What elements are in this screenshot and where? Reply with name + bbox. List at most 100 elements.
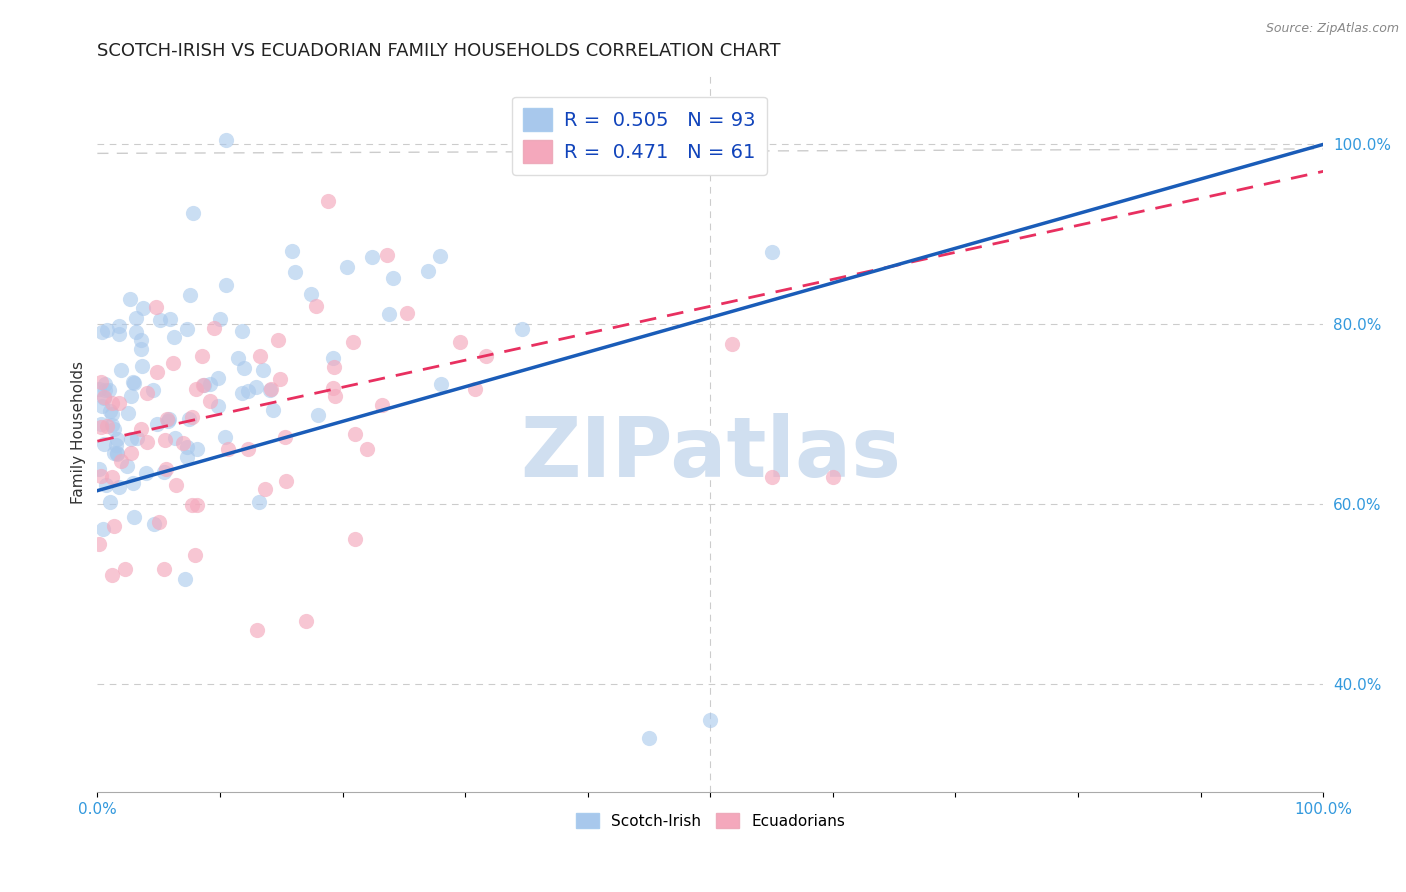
Ecuadorians [90, 375, 112, 389]
Legend: Scotch-Irish, Ecuadorians: Scotch-Irish, Ecuadorians [569, 806, 851, 835]
Ecuadorians [323, 359, 346, 374]
Scotch-Irish [381, 270, 404, 285]
Ecuadorians [110, 454, 132, 468]
Scotch-Irish [108, 480, 131, 494]
Scotch-Irish [149, 312, 172, 326]
Scotch-Irish [416, 263, 439, 277]
Ecuadorians [153, 434, 176, 448]
Scotch-Irish [93, 437, 115, 451]
Ecuadorians [155, 462, 177, 476]
Ecuadorians [395, 306, 418, 320]
Ecuadorians [181, 410, 204, 425]
Ecuadorians [274, 474, 297, 488]
Scotch-Irish [299, 287, 322, 301]
Scotch-Irish [91, 522, 114, 536]
Scotch-Irish [157, 414, 180, 428]
Scotch-Irish [120, 432, 142, 446]
Ecuadorians [474, 350, 496, 364]
Scotch-Irish [238, 384, 260, 399]
Scotch-Irish [378, 308, 401, 322]
Ecuadorians [344, 532, 367, 546]
Scotch-Irish [108, 326, 131, 341]
Scotch-Irish [98, 495, 121, 509]
Scotch-Irish [122, 475, 145, 490]
Ecuadorians [165, 477, 187, 491]
Ecuadorians [100, 396, 122, 410]
Scotch-Irish [94, 376, 117, 391]
Ecuadorians [172, 436, 194, 450]
Ecuadorians [323, 389, 346, 403]
Scotch-Irish [429, 250, 451, 264]
Ecuadorians [181, 498, 204, 512]
Ecuadorians [90, 468, 112, 483]
Scotch-Irish [103, 422, 125, 436]
Ecuadorians [131, 422, 153, 436]
Scotch-Irish [142, 383, 165, 397]
Ecuadorians [316, 194, 339, 208]
Scotch-Irish [208, 311, 231, 326]
Scotch-Irish [131, 359, 153, 373]
Scotch-Irish [146, 417, 169, 431]
Scotch-Irish [215, 132, 238, 146]
Ecuadorians [343, 427, 366, 442]
Scotch-Irish [125, 311, 148, 326]
Scotch-Irish [307, 408, 329, 422]
Scotch-Irish [512, 322, 534, 336]
Scotch-Irish [284, 265, 307, 279]
Scotch-Irish [245, 380, 267, 394]
Ecuadorians [156, 412, 179, 426]
Scotch-Irish [207, 399, 229, 413]
Scotch-Irish [176, 322, 198, 336]
Scotch-Irish [231, 324, 253, 338]
Y-axis label: Family Households: Family Households [72, 360, 86, 504]
Scotch-Irish [200, 376, 222, 391]
Ecuadorians [93, 390, 115, 404]
Scotch-Irish [135, 466, 157, 480]
Ecuadorians [202, 320, 225, 334]
Ecuadorians [101, 567, 124, 582]
Ecuadorians [96, 419, 118, 434]
Ecuadorians [136, 434, 159, 449]
Scotch-Irish [122, 376, 145, 390]
Scotch-Irish [761, 245, 783, 260]
Ecuadorians [375, 248, 398, 262]
Ecuadorians [322, 381, 344, 395]
Ecuadorians [721, 336, 744, 351]
Ecuadorians [356, 442, 378, 456]
Scotch-Irish [125, 325, 148, 339]
Scotch-Irish [699, 713, 721, 727]
Scotch-Irish [87, 382, 110, 396]
Ecuadorians [305, 299, 328, 313]
Scotch-Irish [259, 383, 281, 397]
Scotch-Irish [90, 417, 112, 431]
Text: SCOTCH-IRISH VS ECUADORIAN FAMILY HOUSEHOLDS CORRELATION CHART: SCOTCH-IRISH VS ECUADORIAN FAMILY HOUSEH… [97, 42, 780, 60]
Ecuadorians [146, 365, 169, 379]
Ecuadorians [217, 442, 239, 456]
Scotch-Irish [105, 446, 128, 460]
Ecuadorians [135, 386, 157, 401]
Text: ZIPatlas: ZIPatlas [520, 413, 901, 494]
Scotch-Irish [262, 402, 284, 417]
Scotch-Irish [98, 384, 121, 398]
Scotch-Irish [90, 326, 112, 340]
Ecuadorians [193, 378, 215, 392]
Scotch-Irish [118, 292, 141, 306]
Scotch-Irish [117, 406, 139, 420]
Scotch-Irish [231, 386, 253, 401]
Ecuadorians [821, 470, 844, 484]
Scotch-Irish [125, 431, 148, 445]
Scotch-Irish [115, 458, 138, 473]
Ecuadorians [198, 394, 221, 409]
Scotch-Irish [430, 377, 453, 392]
Scotch-Irish [101, 418, 124, 433]
Scotch-Irish [101, 407, 124, 421]
Scotch-Irish [153, 465, 176, 479]
Ecuadorians [342, 334, 364, 349]
Scotch-Irish [193, 378, 215, 392]
Scotch-Irish [91, 400, 114, 414]
Ecuadorians [103, 519, 125, 533]
Ecuadorians [114, 562, 136, 576]
Ecuadorians [145, 301, 167, 315]
Scotch-Irish [94, 384, 117, 398]
Scotch-Irish [93, 391, 115, 405]
